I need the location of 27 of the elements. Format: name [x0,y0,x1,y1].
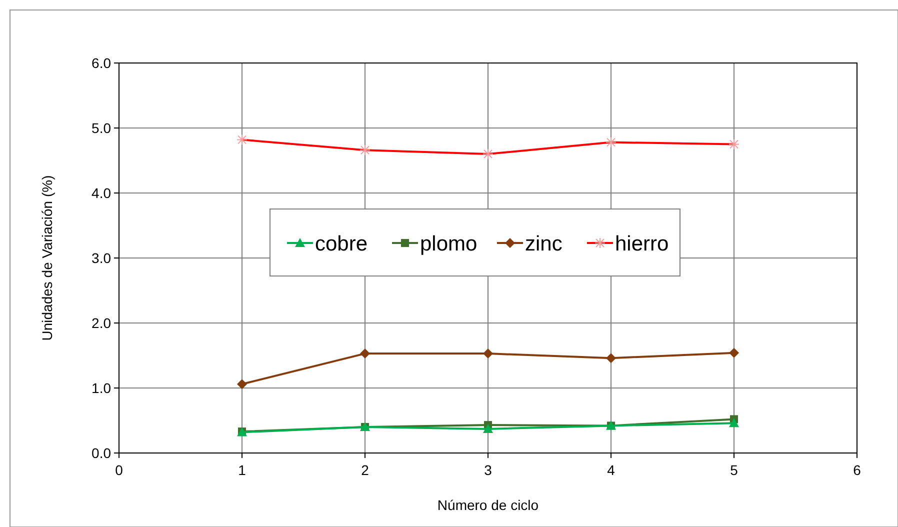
x-tick-label: 3 [484,462,492,478]
point [483,424,493,433]
point [729,348,739,358]
point [483,348,493,359]
y-axis-title: Unidades de Variación (%) [39,175,55,341]
x-tick-label: 6 [853,462,862,478]
legend-label: zinc [525,232,562,256]
y-tick-label: 3.0 [92,250,112,266]
y-tick-label: 1.0 [92,380,112,396]
x-tick-label: 1 [238,462,246,478]
point [360,348,370,359]
x-tick-label: 0 [115,462,124,478]
point [606,353,616,364]
y-tick-label: 4.0 [92,184,112,201]
point [729,418,739,428]
legend-label: plomo [420,232,478,256]
x-tick-label: 5 [730,462,738,478]
x-axis-title: Número de ciclo [437,497,539,513]
point [237,379,247,390]
x-tick-label: 2 [361,462,370,478]
x-tick-label: 4 [607,462,616,478]
y-tick-label: 2.0 [92,314,112,331]
y-tick-label: 6.0 [92,54,112,71]
legend-label: hierro [615,232,669,256]
y-tick-label: 0.0 [92,444,112,461]
legend-label: cobre [315,232,368,256]
y-tick-label: 5.0 [92,120,112,136]
